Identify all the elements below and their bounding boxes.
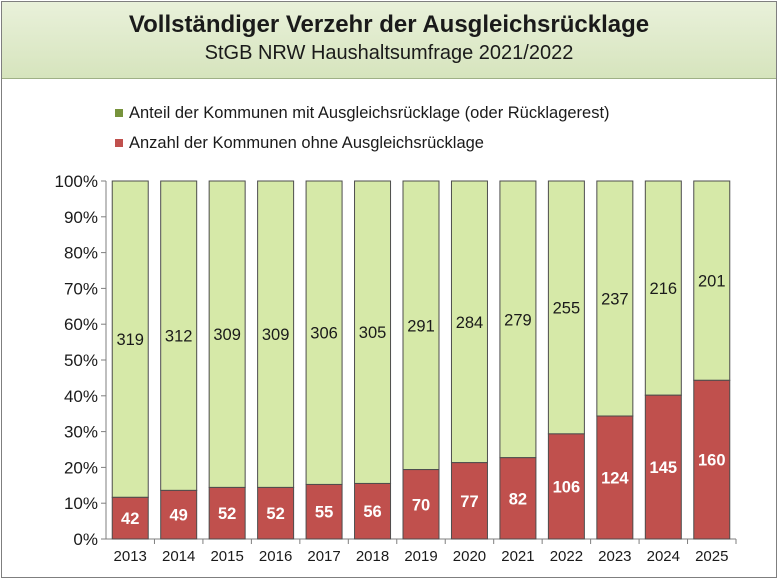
data-label-without-reserve: 52 xyxy=(266,505,284,523)
data-label-with-reserve: 279 xyxy=(504,311,532,329)
data-label-with-reserve: 309 xyxy=(213,326,241,344)
x-tick-label: 2016 xyxy=(259,548,292,565)
data-label-without-reserve: 42 xyxy=(121,510,139,528)
chart-title: Vollständiger Verzehr der Ausgleichsrück… xyxy=(128,11,650,38)
y-tick-label: 30% xyxy=(64,423,98,442)
y-tick-label: 10% xyxy=(64,494,98,513)
data-label-without-reserve: 56 xyxy=(363,503,381,521)
y-tick-label: 60% xyxy=(64,315,98,334)
data-label-with-reserve: 201 xyxy=(698,273,726,291)
y-tick-label: 90% xyxy=(64,208,98,227)
legend-swatch-green xyxy=(115,109,123,117)
legend-label-without-reserve: Anzahl der Kommunen ohne Ausgleichsrückl… xyxy=(129,133,484,152)
data-label-with-reserve: 319 xyxy=(116,331,144,349)
data-label-with-reserve: 237 xyxy=(601,291,629,309)
y-tick-label: 20% xyxy=(64,458,98,477)
data-label-without-reserve: 160 xyxy=(698,452,726,470)
bar-with-reserve-2015 xyxy=(208,180,246,488)
bar-with-reserve-2017 xyxy=(305,180,343,485)
legend-label-with-reserve: Anteil der Kommunen mit Ausgleichsrückla… xyxy=(129,103,610,122)
y-tick-label: 100% xyxy=(55,172,98,191)
y-tick-label: 80% xyxy=(64,244,98,263)
x-tick-label: 2013 xyxy=(114,548,147,565)
x-tick-label: 2025 xyxy=(695,548,728,565)
data-label-without-reserve: 145 xyxy=(650,459,678,477)
legend: Anteil der Kommunen mit Ausgleichsrückla… xyxy=(115,98,610,158)
data-label-with-reserve: 305 xyxy=(359,324,387,342)
data-label-without-reserve: 70 xyxy=(412,496,430,514)
y-tick-label: 50% xyxy=(64,351,98,370)
data-label-with-reserve: 306 xyxy=(310,325,338,343)
bar-without-reserve-2019 xyxy=(402,469,440,540)
legend-item-with-reserve: Anteil der Kommunen mit Ausgleichsrückla… xyxy=(115,98,610,128)
data-label-without-reserve: 77 xyxy=(460,493,478,511)
bar-without-reserve-2025 xyxy=(693,379,731,540)
bar-without-reserve-2021 xyxy=(499,457,537,540)
legend-swatch-red xyxy=(115,139,123,147)
data-label-without-reserve: 82 xyxy=(509,490,527,508)
bar-with-reserve-2019 xyxy=(402,180,440,471)
bar-without-reserve-2022 xyxy=(547,433,585,540)
bar-with-reserve-2021 xyxy=(499,180,537,459)
x-tick-label: 2014 xyxy=(162,548,195,565)
data-label-with-reserve: 284 xyxy=(456,314,484,332)
bar-with-reserve-2016 xyxy=(257,180,295,488)
data-label-without-reserve: 106 xyxy=(553,478,581,496)
data-label-with-reserve: 216 xyxy=(650,280,678,298)
bar-with-reserve-2014 xyxy=(160,180,198,491)
bar-without-reserve-2017 xyxy=(305,483,343,540)
bar-without-reserve-2016 xyxy=(257,486,295,540)
x-tick-label: 2015 xyxy=(210,548,243,565)
x-tick-label: 2019 xyxy=(404,548,437,565)
bar-with-reserve-2018 xyxy=(354,180,392,484)
chart-header: Vollständiger Verzehr der Ausgleichsrück… xyxy=(2,2,776,79)
bar-without-reserve-2013 xyxy=(111,496,149,540)
data-label-with-reserve: 312 xyxy=(165,328,193,346)
x-tick-label: 2018 xyxy=(356,548,389,565)
chart-subtitle: StGB NRW Haushaltsumfrage 2021/2022 xyxy=(204,42,574,64)
bar-without-reserve-2023 xyxy=(596,415,634,540)
data-label-with-reserve: 309 xyxy=(262,326,290,344)
bar-with-reserve-2020 xyxy=(450,180,488,464)
legend-item-without-reserve: Anzahl der Kommunen ohne Ausgleichsrückl… xyxy=(115,128,610,158)
data-label-without-reserve: 49 xyxy=(170,507,188,525)
bar-without-reserve-2014 xyxy=(160,489,198,540)
y-tick-label: 40% xyxy=(64,387,98,406)
x-tick-label: 2022 xyxy=(550,548,583,565)
bar-with-reserve-2023 xyxy=(596,180,634,417)
bar-without-reserve-2024 xyxy=(644,394,682,540)
data-label-without-reserve: 52 xyxy=(218,505,236,523)
data-label-without-reserve: 124 xyxy=(601,470,629,488)
x-tick-label: 2021 xyxy=(501,548,534,565)
x-tick-label: 2020 xyxy=(453,548,486,565)
bar-without-reserve-2015 xyxy=(208,486,246,540)
bar-with-reserve-2024 xyxy=(644,180,682,396)
x-tick-label: 2023 xyxy=(598,548,631,565)
bar-without-reserve-2020 xyxy=(450,462,488,540)
data-label-without-reserve: 55 xyxy=(315,504,333,522)
y-tick-label: 70% xyxy=(64,279,98,298)
data-label-with-reserve: 255 xyxy=(553,299,581,317)
x-tick-label: 2017 xyxy=(307,548,340,565)
x-tick-label: 2024 xyxy=(647,548,680,565)
bar-with-reserve-2022 xyxy=(547,180,585,435)
data-label-with-reserve: 291 xyxy=(407,317,435,335)
bar-without-reserve-2018 xyxy=(354,482,392,540)
y-tick-label: 0% xyxy=(73,530,98,549)
